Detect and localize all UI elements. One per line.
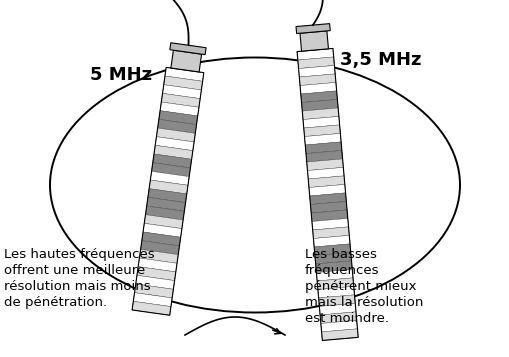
Polygon shape	[165, 67, 204, 81]
Polygon shape	[306, 150, 343, 162]
Polygon shape	[147, 197, 186, 211]
Text: Les basses: Les basses	[305, 248, 377, 261]
Polygon shape	[314, 244, 351, 256]
Polygon shape	[307, 167, 344, 179]
Text: de pénétration.: de pénétration.	[4, 296, 107, 309]
Polygon shape	[319, 295, 355, 306]
Polygon shape	[136, 275, 175, 289]
Polygon shape	[161, 93, 200, 107]
Polygon shape	[159, 111, 197, 125]
Polygon shape	[143, 223, 182, 237]
Polygon shape	[299, 65, 335, 77]
Polygon shape	[309, 184, 346, 196]
Polygon shape	[310, 201, 347, 213]
Polygon shape	[146, 206, 184, 220]
Polygon shape	[297, 49, 334, 60]
Text: offrent une meilleure: offrent une meilleure	[4, 264, 145, 277]
Polygon shape	[170, 43, 206, 55]
Polygon shape	[154, 145, 193, 159]
Polygon shape	[142, 232, 181, 246]
Polygon shape	[322, 329, 358, 341]
Polygon shape	[312, 218, 349, 230]
Polygon shape	[316, 261, 352, 272]
Polygon shape	[144, 215, 183, 228]
Polygon shape	[137, 267, 176, 281]
Text: fréquences: fréquences	[305, 264, 380, 277]
Polygon shape	[317, 278, 354, 290]
Text: pénétrent mieux: pénétrent mieux	[305, 280, 416, 293]
Polygon shape	[140, 241, 180, 255]
Polygon shape	[152, 163, 190, 177]
Polygon shape	[317, 269, 353, 281]
Text: 5 MHz: 5 MHz	[90, 66, 152, 84]
Polygon shape	[308, 176, 345, 187]
Polygon shape	[304, 125, 341, 136]
Polygon shape	[160, 102, 199, 116]
Polygon shape	[138, 258, 177, 272]
Polygon shape	[133, 293, 172, 307]
Polygon shape	[148, 188, 187, 203]
Polygon shape	[309, 193, 346, 205]
Polygon shape	[301, 99, 338, 111]
Polygon shape	[298, 57, 334, 69]
Polygon shape	[150, 171, 189, 185]
Text: est moindre.: est moindre.	[305, 312, 389, 325]
Polygon shape	[311, 210, 348, 221]
Polygon shape	[153, 154, 191, 168]
Polygon shape	[301, 91, 337, 102]
Polygon shape	[303, 116, 340, 128]
Polygon shape	[155, 137, 194, 151]
Polygon shape	[171, 50, 202, 72]
Polygon shape	[299, 74, 336, 86]
Polygon shape	[307, 159, 344, 171]
Text: mais la résolution: mais la résolution	[305, 296, 423, 309]
Polygon shape	[313, 227, 349, 238]
Polygon shape	[302, 108, 339, 120]
Polygon shape	[300, 31, 328, 51]
Polygon shape	[139, 249, 178, 263]
Polygon shape	[319, 303, 356, 315]
Text: résolution mais moins: résolution mais moins	[4, 280, 151, 293]
Text: Les hautes fréquences: Les hautes fréquences	[4, 248, 155, 261]
Polygon shape	[320, 312, 357, 323]
Polygon shape	[321, 320, 357, 332]
Text: 3,5 MHz: 3,5 MHz	[340, 51, 421, 69]
Polygon shape	[296, 24, 330, 34]
Polygon shape	[318, 286, 354, 298]
Polygon shape	[158, 119, 196, 133]
Polygon shape	[304, 134, 341, 145]
Polygon shape	[149, 180, 188, 194]
Polygon shape	[132, 301, 171, 315]
Polygon shape	[162, 85, 202, 99]
Polygon shape	[164, 76, 203, 90]
Polygon shape	[134, 284, 174, 298]
Polygon shape	[156, 128, 195, 142]
Polygon shape	[315, 252, 352, 264]
Polygon shape	[305, 142, 342, 154]
Polygon shape	[300, 82, 336, 94]
Polygon shape	[314, 235, 350, 247]
